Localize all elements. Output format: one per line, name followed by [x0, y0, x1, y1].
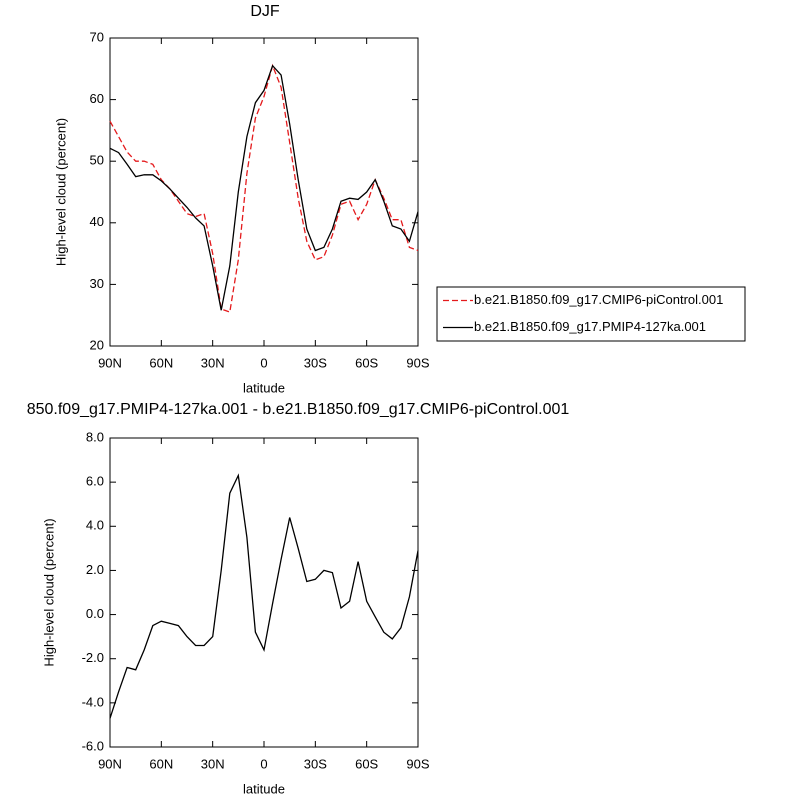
- y-axis-label: High-level cloud (percent): [53, 118, 68, 266]
- x-tick-label: 0: [260, 355, 267, 370]
- x-tick-label: 60N: [149, 756, 173, 771]
- legend-box: [436, 286, 746, 342]
- y-tick-label: 8.0: [86, 429, 104, 444]
- data-line: [109, 473, 419, 719]
- y-tick-label: 2.0: [86, 562, 104, 577]
- x-tick-label: 60S: [355, 355, 378, 370]
- y-tick-label: 60: [90, 91, 104, 106]
- y-tick-label: 40: [90, 214, 104, 229]
- y-tick-label: -6.0: [82, 738, 104, 753]
- x-tick-label: 90S: [406, 756, 429, 771]
- x-tick-label: 90S: [406, 355, 429, 370]
- x-tick-label: 30N: [201, 355, 225, 370]
- y-tick-label: -4.0: [82, 694, 104, 709]
- x-axis-label: latitude: [243, 380, 285, 395]
- x-tick-label: 60N: [149, 355, 173, 370]
- x-tick-label: 60S: [355, 756, 378, 771]
- x-tick-label: 30N: [201, 756, 225, 771]
- y-tick-label: 0.0: [86, 606, 104, 621]
- x-tick-label: 90N: [98, 756, 122, 771]
- y-tick-label: 50: [90, 153, 104, 168]
- legend-label: b.e21.B1850.f09_g17.CMIP6-piControl.001: [474, 292, 723, 307]
- legend-label: b.e21.B1850.f09_g17.PMIP4-127ka.001: [474, 319, 706, 334]
- x-tick-label: 90N: [98, 355, 122, 370]
- data-line: [109, 64, 419, 311]
- y-tick-label: 30: [90, 276, 104, 291]
- data-line: [109, 63, 419, 313]
- x-axis-label: latitude: [243, 781, 285, 796]
- chart-title: DJF: [250, 3, 280, 20]
- y-tick-label: 70: [90, 29, 104, 44]
- y-tick-label: 20: [90, 337, 104, 352]
- y-tick-label: 4.0: [86, 518, 104, 533]
- y-tick-label: -2.0: [82, 650, 104, 665]
- x-tick-label: 30S: [304, 756, 327, 771]
- y-tick-label: 6.0: [86, 474, 104, 489]
- chart-title: 850.f09_g17.PMIP4-127ka.001 - b.e21.B185…: [27, 401, 570, 418]
- plot-frame: [109, 437, 419, 748]
- y-axis-label: High-level cloud (percent): [41, 518, 56, 666]
- x-tick-label: 0: [260, 756, 267, 771]
- x-tick-label: 30S: [304, 355, 327, 370]
- plot-frame: [109, 37, 419, 347]
